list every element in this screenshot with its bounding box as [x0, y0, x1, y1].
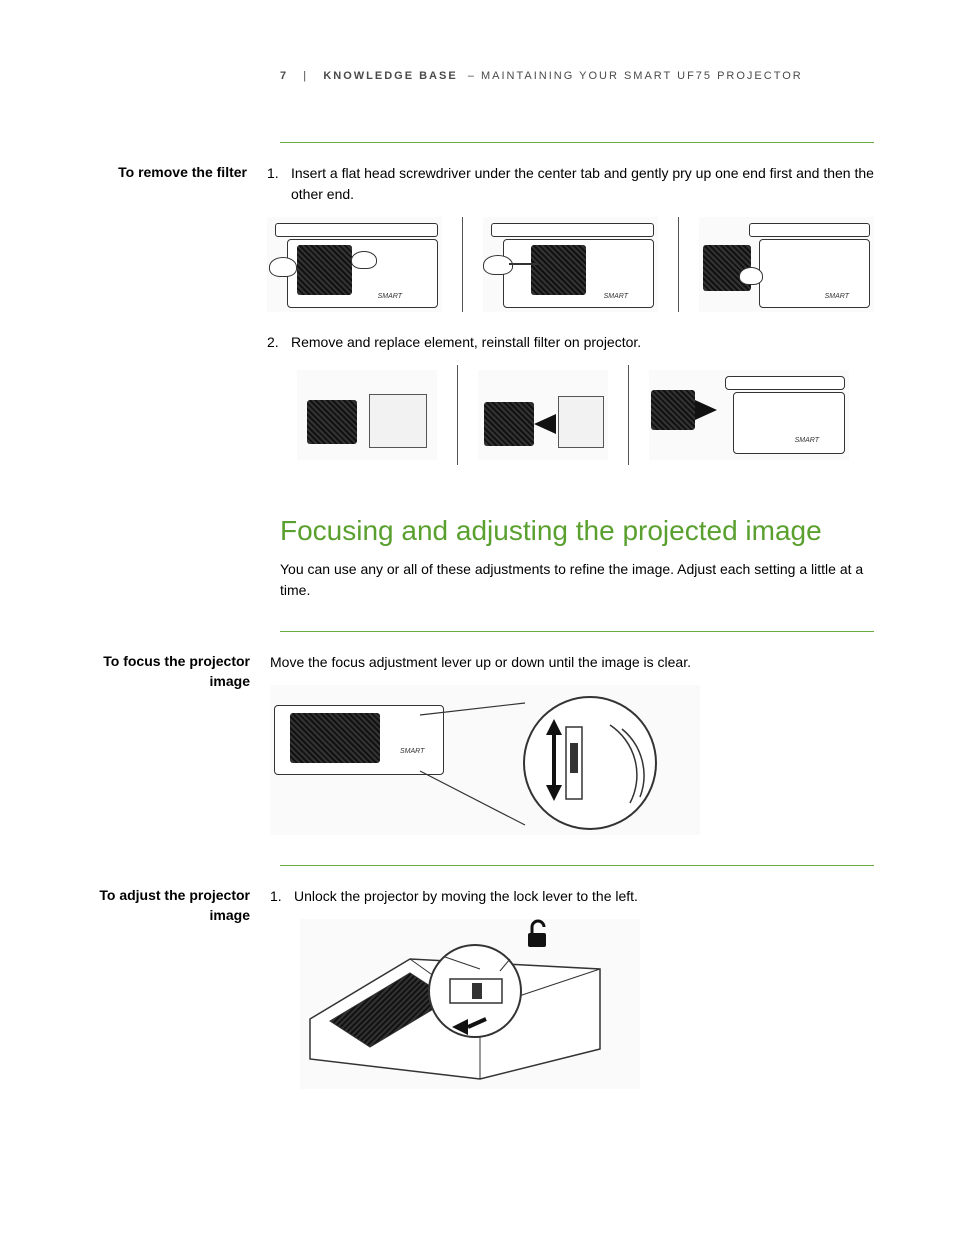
section-rule — [280, 865, 874, 866]
focus-text: Move the focus adjustment lever up or do… — [270, 652, 874, 673]
page-number: 7 — [280, 70, 288, 82]
header-category: KNOWLEDGE BASE — [323, 70, 457, 82]
step-number: 1. — [270, 886, 294, 907]
figure-remove-filter-pry: SMART SMART — [267, 217, 874, 312]
section-rule — [280, 631, 874, 632]
side-label-focus: To focus the projector image — [80, 652, 270, 855]
step-number: 2. — [267, 332, 291, 353]
step-text: Insert a flat head screwdriver under the… — [291, 163, 874, 205]
header-sep: | — [303, 70, 308, 82]
intro-focusing: You can use any or all of these adjustme… — [280, 559, 874, 601]
header-title: MAINTAINING YOUR SMART UF75 PROJECTOR — [481, 70, 803, 82]
step-text: Remove and replace element, reinstall fi… — [291, 332, 874, 353]
heading-focusing: Focusing and adjusting the projected ima… — [280, 515, 874, 547]
figure-focus-lever: SMART — [270, 685, 874, 835]
section-rule — [280, 142, 874, 143]
step-number: 1. — [267, 163, 291, 205]
page-header: 7 | KNOWLEDGE BASE – MAINTAINING YOUR SM… — [280, 70, 874, 82]
step-text: Unlock the projector by moving the lock … — [294, 886, 874, 907]
figure-remove-filter-replace: SMART — [267, 365, 874, 465]
figure-unlock-lever — [270, 919, 874, 1089]
side-label-remove-filter: To remove the filter — [80, 163, 267, 485]
side-label-adjust: To adjust the projector image — [80, 886, 270, 1109]
